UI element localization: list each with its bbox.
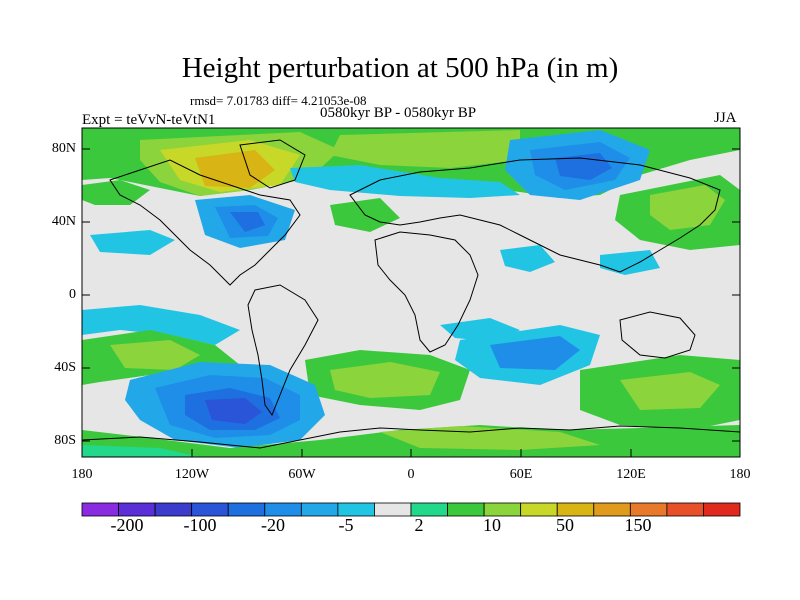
colorbar-label: -5 <box>338 515 354 535</box>
lat-label-40n: 40N <box>51 214 76 229</box>
colorbar-label: 2 <box>414 515 424 535</box>
contour-n-america-east-deep <box>230 212 265 232</box>
period-label: 0580kyr BP - 0580kyr BP <box>320 105 477 121</box>
contour-antarctic-teal <box>82 445 200 457</box>
lon-label-0: 0 <box>407 467 415 482</box>
colorbar-label: -20 <box>261 515 285 535</box>
lon-label-120w: 120W <box>174 467 210 482</box>
contour-sahara-low <box>500 245 555 272</box>
map-title: Height perturbation at 500 hPa (in m) <box>181 52 619 84</box>
contour-field <box>82 128 740 457</box>
colorbar-label: 150 <box>624 515 652 535</box>
colorbar-swatch <box>703 502 741 517</box>
contour-n-pacific-low <box>90 230 175 255</box>
contour-s-pacific-low-deep <box>205 398 262 424</box>
coastline-antarctica <box>82 425 740 449</box>
contour-s-indian-core <box>490 336 580 370</box>
lon-label-180w: 180 <box>71 467 93 482</box>
season-label: JJA <box>714 110 737 126</box>
statistics-label: rmsd= 7.01783 diff= 4.21053e-08 <box>190 93 367 108</box>
colorbar-label: 10 <box>483 515 501 535</box>
colorbar-label: 50 <box>556 515 574 535</box>
lon-label-120e: 120E <box>616 467 646 482</box>
lat-label-80n: 80N <box>51 141 76 156</box>
coastlines <box>82 139 740 449</box>
coastline-australia <box>619 311 696 359</box>
colorbar <box>81 502 741 517</box>
lon-label-180e: 180 <box>729 467 751 482</box>
contour-s-atlantic-light <box>330 362 440 398</box>
lat-label-40s: 40S <box>54 360 76 375</box>
contour-australia-south-light <box>620 372 720 410</box>
contour-s-pacific-light <box>110 340 200 370</box>
lon-label-60w: 60W <box>288 467 316 482</box>
lat-ticks <box>82 148 740 442</box>
coastline-greenland <box>239 139 306 189</box>
coastline-north-america <box>109 159 301 286</box>
coastline-africa <box>374 231 479 353</box>
contour-antarctic-light <box>380 426 600 450</box>
contour-n-atlantic-low <box>290 165 520 198</box>
contour-indo-pacific-low <box>600 250 660 275</box>
contour-west-pacific <box>82 180 150 205</box>
contour-s-pacific-low <box>82 305 240 345</box>
colorbar-label: -100 <box>183 515 217 535</box>
lat-label-80s: 80S <box>54 433 76 448</box>
coastline-south-america <box>247 284 319 417</box>
contour-arctic-east <box>330 130 520 168</box>
lon-label-60e: 60E <box>509 467 533 482</box>
lat-label-0: 0 <box>69 287 76 302</box>
experiment-label: Expt = teVvN-teVtN1 <box>82 112 216 128</box>
colorbar-swatch <box>666 502 704 517</box>
lon-ticks <box>81 449 741 457</box>
coastline-eurasia <box>349 157 721 273</box>
colorbar-label: -200 <box>110 515 144 535</box>
